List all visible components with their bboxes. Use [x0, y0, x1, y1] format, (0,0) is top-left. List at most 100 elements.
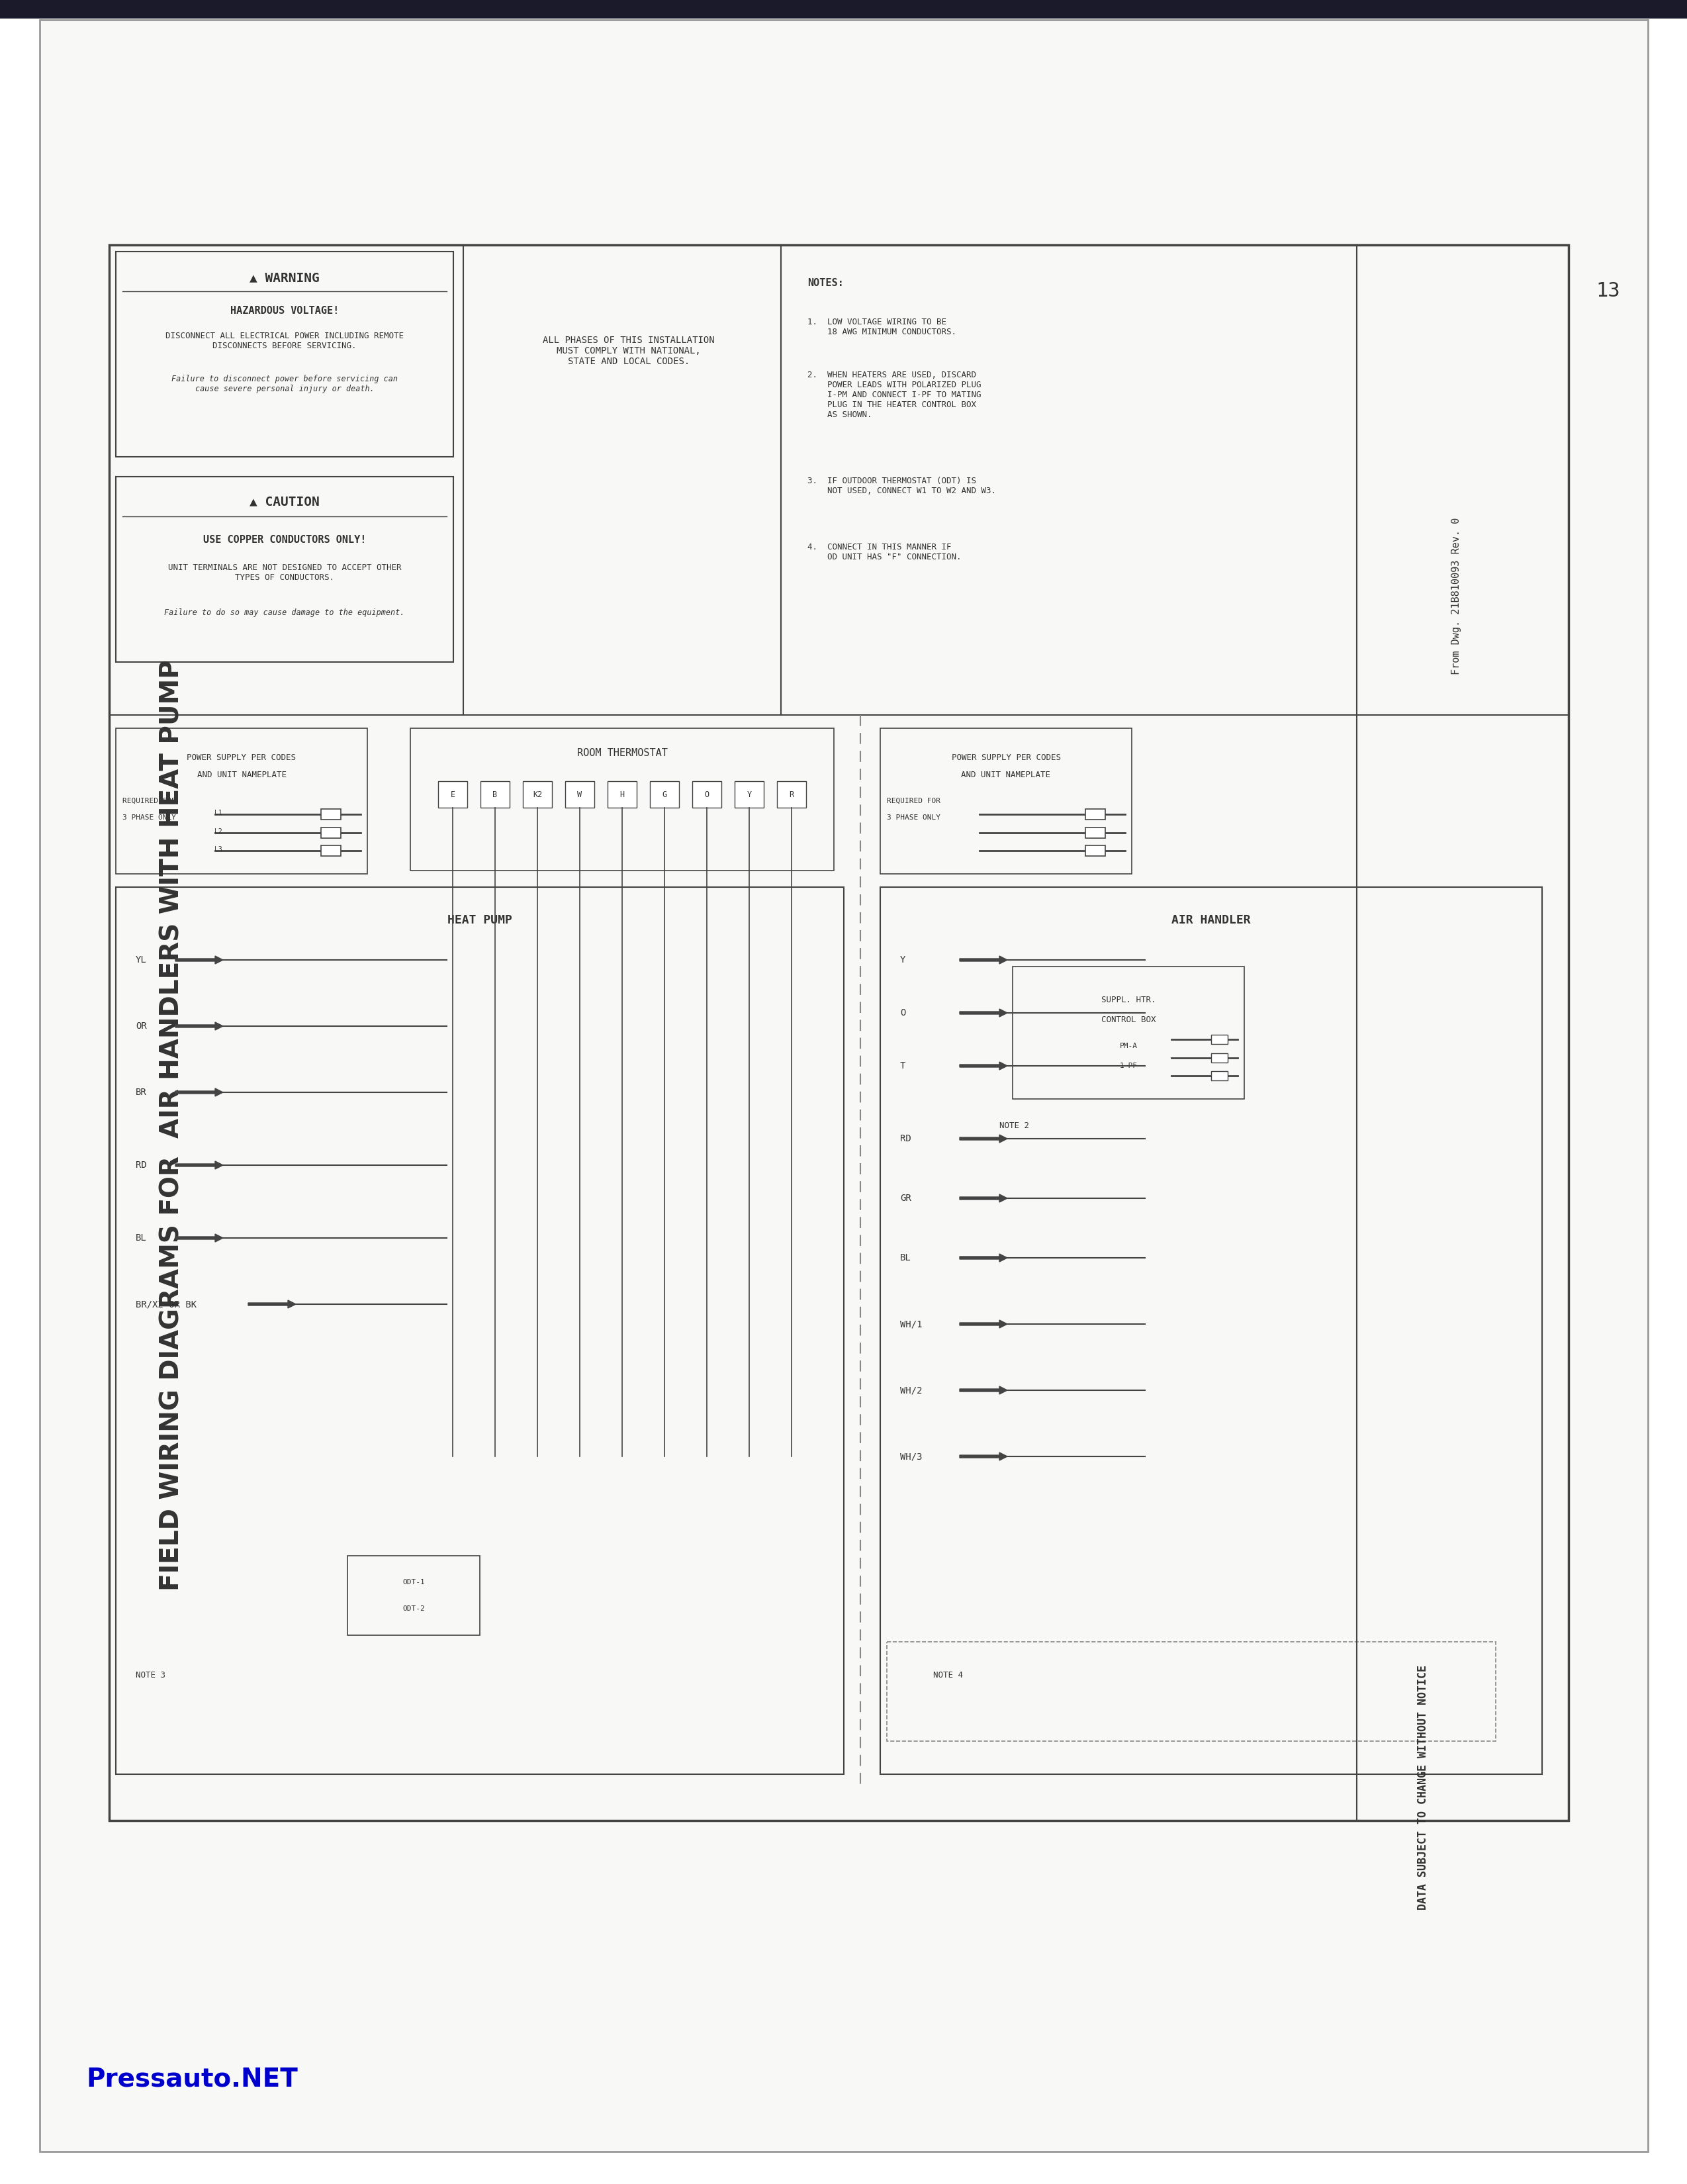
Text: WH/2: WH/2 [901, 1385, 923, 1396]
Text: 1.  LOW VOLTAGE WIRING TO BE
    18 AWG MINIMUM CONDUCTORS.: 1. LOW VOLTAGE WIRING TO BE 18 AWG MINIM… [808, 317, 957, 336]
Bar [523, 782, 552, 808]
Bar [410, 727, 833, 871]
Bar [1085, 845, 1105, 856]
Text: HEAT PUMP: HEAT PUMP [447, 915, 513, 926]
FancyArrow shape [175, 1022, 223, 1031]
Bar [116, 727, 368, 874]
FancyArrow shape [960, 1387, 1007, 1393]
Text: DATA SUBJECT TO CHANGE WITHOUT NOTICE: DATA SUBJECT TO CHANGE WITHOUT NOTICE [1417, 1664, 1429, 1911]
Bar [565, 782, 594, 808]
Bar [348, 1555, 479, 1636]
Text: E: E [450, 791, 455, 799]
FancyArrow shape [960, 1452, 1007, 1461]
Bar [1211, 1035, 1228, 1044]
FancyArrow shape [960, 1061, 1007, 1070]
Text: L3: L3 [214, 845, 223, 852]
Text: BR: BR [135, 1088, 147, 1096]
Text: W: W [577, 791, 582, 799]
Text: R: R [790, 791, 795, 799]
Text: FIELD WIRING DIAGRAMS FOR  AIR HANDLERS WITH HEAT PUMP: FIELD WIRING DIAGRAMS FOR AIR HANDLERS W… [160, 660, 184, 1592]
Text: SUPPL. HTR.: SUPPL. HTR. [1102, 996, 1156, 1005]
Text: 2.  WHEN HEATERS ARE USED, DISCARD
    POWER LEADS WITH POLARIZED PLUG
    I-PM : 2. WHEN HEATERS ARE USED, DISCARD POWER … [808, 371, 982, 419]
Text: Y: Y [747, 791, 751, 799]
FancyArrow shape [960, 1009, 1007, 1018]
Bar [1012, 968, 1245, 1099]
Text: RD: RD [135, 1160, 147, 1171]
Text: L1: L1 [214, 810, 223, 817]
FancyArrow shape [248, 1299, 295, 1308]
Text: HAZARDOUS VOLTAGE!: HAZARDOUS VOLTAGE! [229, 306, 339, 317]
Text: NOTES:: NOTES: [808, 277, 844, 288]
Bar [481, 782, 509, 808]
Text: ▲ CAUTION: ▲ CAUTION [250, 496, 319, 509]
Bar [778, 782, 806, 808]
Bar [0, 0, 1687, 17]
Text: O: O [901, 1009, 906, 1018]
Text: DISCONNECT ALL ELECTRICAL POWER INCLUDING REMOTE
DISCONNECTS BEFORE SERVICING.: DISCONNECT ALL ELECTRICAL POWER INCLUDIN… [165, 332, 403, 349]
Text: NOTE 2: NOTE 2 [999, 1120, 1029, 1129]
Text: REQUIRED FOR: REQUIRED FOR [887, 797, 940, 804]
Text: USE COPPER CONDUCTORS ONLY!: USE COPPER CONDUCTORS ONLY! [202, 535, 366, 544]
Text: AND UNIT NAMEPLATE: AND UNIT NAMEPLATE [197, 771, 287, 780]
Bar [321, 828, 341, 839]
Bar [116, 251, 454, 456]
Text: POWER SUPPLY PER CODES: POWER SUPPLY PER CODES [187, 753, 297, 762]
Text: 1-PF: 1-PF [1120, 1064, 1137, 1070]
Text: T: T [901, 1061, 906, 1070]
Text: Y: Y [901, 954, 906, 965]
Text: H: H [619, 791, 624, 799]
Bar [1085, 828, 1105, 839]
Text: BR/X2 OR BK: BR/X2 OR BK [135, 1299, 197, 1308]
Bar [321, 845, 341, 856]
Text: YL: YL [135, 954, 147, 965]
Text: CONTROL BOX: CONTROL BOX [1102, 1016, 1156, 1024]
Bar [1211, 1053, 1228, 1064]
FancyArrow shape [960, 1195, 1007, 1201]
Text: NOTE 3: NOTE 3 [135, 1671, 165, 1679]
FancyArrow shape [175, 1234, 223, 1243]
Text: O: O [705, 791, 709, 799]
Text: ODT-1: ODT-1 [403, 1579, 425, 1586]
Text: WH/1: WH/1 [901, 1319, 923, 1328]
Text: AIR HANDLER: AIR HANDLER [1171, 915, 1250, 926]
FancyArrow shape [960, 1319, 1007, 1328]
Text: WH/3: WH/3 [901, 1452, 923, 1461]
FancyArrow shape [960, 1136, 1007, 1142]
Text: 13: 13 [1596, 282, 1621, 301]
Text: UNIT TERMINALS ARE NOT DESIGNED TO ACCEPT OTHER
TYPES OF CONDUCTORS.: UNIT TERMINALS ARE NOT DESIGNED TO ACCEP… [169, 563, 402, 581]
Bar [607, 782, 636, 808]
Text: Failure to do so may cause damage to the equipment.: Failure to do so may cause damage to the… [164, 607, 405, 616]
Text: REQUIRED FOR: REQUIRED FOR [123, 797, 175, 804]
FancyArrow shape [175, 1162, 223, 1168]
Text: AND UNIT NAMEPLATE: AND UNIT NAMEPLATE [962, 771, 1051, 780]
Text: ALL PHASES OF THIS INSTALLATION
MUST COMPLY WITH NATIONAL,
STATE AND LOCAL CODES: ALL PHASES OF THIS INSTALLATION MUST COM… [543, 336, 715, 367]
Text: RD: RD [901, 1133, 911, 1142]
FancyArrow shape [960, 1254, 1007, 1262]
Bar [110, 245, 1569, 1821]
Bar [1085, 808, 1105, 819]
FancyArrow shape [960, 957, 1007, 963]
Text: ROOM THERMOSTAT: ROOM THERMOSTAT [577, 749, 668, 758]
Bar [881, 887, 1542, 1773]
Text: Pressauto.NET: Pressauto.NET [86, 2066, 297, 2092]
Bar [116, 476, 454, 662]
Text: BL: BL [135, 1234, 147, 1243]
Text: 3.  IF OUTDOOR THERMOSTAT (ODT) IS
    NOT USED, CONNECT W1 TO W2 AND W3.: 3. IF OUTDOOR THERMOSTAT (ODT) IS NOT US… [808, 476, 995, 496]
Text: GR: GR [901, 1195, 911, 1203]
Text: ▲ WARNING: ▲ WARNING [250, 271, 319, 284]
Text: K2: K2 [533, 791, 542, 799]
Bar [321, 808, 341, 819]
Bar [439, 782, 467, 808]
Text: From Dwg. 21B810093 Rev. 0: From Dwg. 21B810093 Rev. 0 [1451, 518, 1461, 675]
Bar [881, 727, 1132, 874]
Text: NOTE 4: NOTE 4 [933, 1671, 963, 1679]
Bar [692, 782, 722, 808]
FancyArrow shape [175, 957, 223, 963]
Text: ODT-2: ODT-2 [403, 1605, 425, 1612]
Text: 3 PHASE ONLY: 3 PHASE ONLY [887, 815, 940, 821]
Text: BL: BL [901, 1254, 911, 1262]
Text: L2: L2 [214, 828, 223, 834]
Bar [1211, 1070, 1228, 1081]
Text: OR: OR [135, 1022, 147, 1031]
Text: Failure to disconnect power before servicing can
cause severe personal injury or: Failure to disconnect power before servi… [172, 376, 398, 393]
